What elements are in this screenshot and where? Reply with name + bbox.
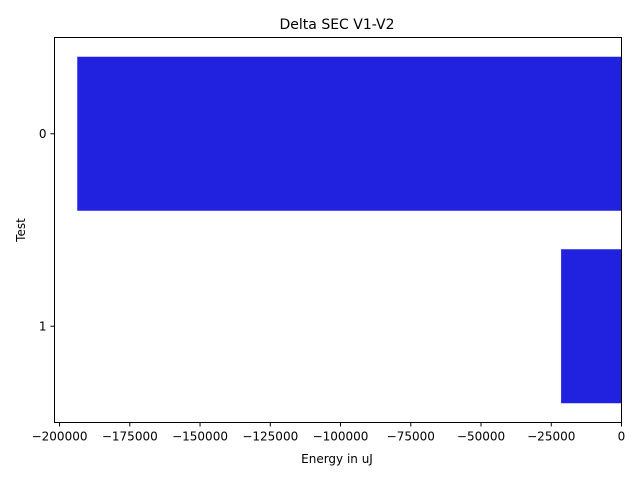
y-axis-ticks: 01 bbox=[39, 127, 55, 333]
x-tick-label: −75000 bbox=[387, 430, 435, 444]
y-tick-label: 0 bbox=[39, 127, 47, 141]
x-tick-label: −150000 bbox=[172, 430, 228, 444]
x-tick-label: −175000 bbox=[102, 430, 158, 444]
y-tick-label: 1 bbox=[39, 319, 47, 333]
x-axis-ticks: −200000 −175000 −150000 −125000 −100000 −7500… bbox=[32, 422, 626, 444]
x-tick-label: −50000 bbox=[457, 430, 505, 444]
bar-0 bbox=[77, 56, 622, 211]
x-tick-label: −25000 bbox=[527, 430, 575, 444]
bar-1 bbox=[561, 249, 622, 404]
plot-frame bbox=[54, 37, 622, 423]
x-tick-label: −200000 bbox=[32, 430, 88, 444]
y-axis-label: Test bbox=[14, 218, 28, 243]
chart-title: Delta SEC V1-V2 bbox=[280, 17, 395, 33]
bars-group bbox=[77, 56, 622, 404]
x-tick-label: −100000 bbox=[313, 430, 369, 444]
x-tick-label: −125000 bbox=[242, 430, 298, 444]
x-axis-label: Energy in uJ bbox=[301, 452, 373, 466]
x-tick-label: 0 bbox=[618, 430, 626, 444]
